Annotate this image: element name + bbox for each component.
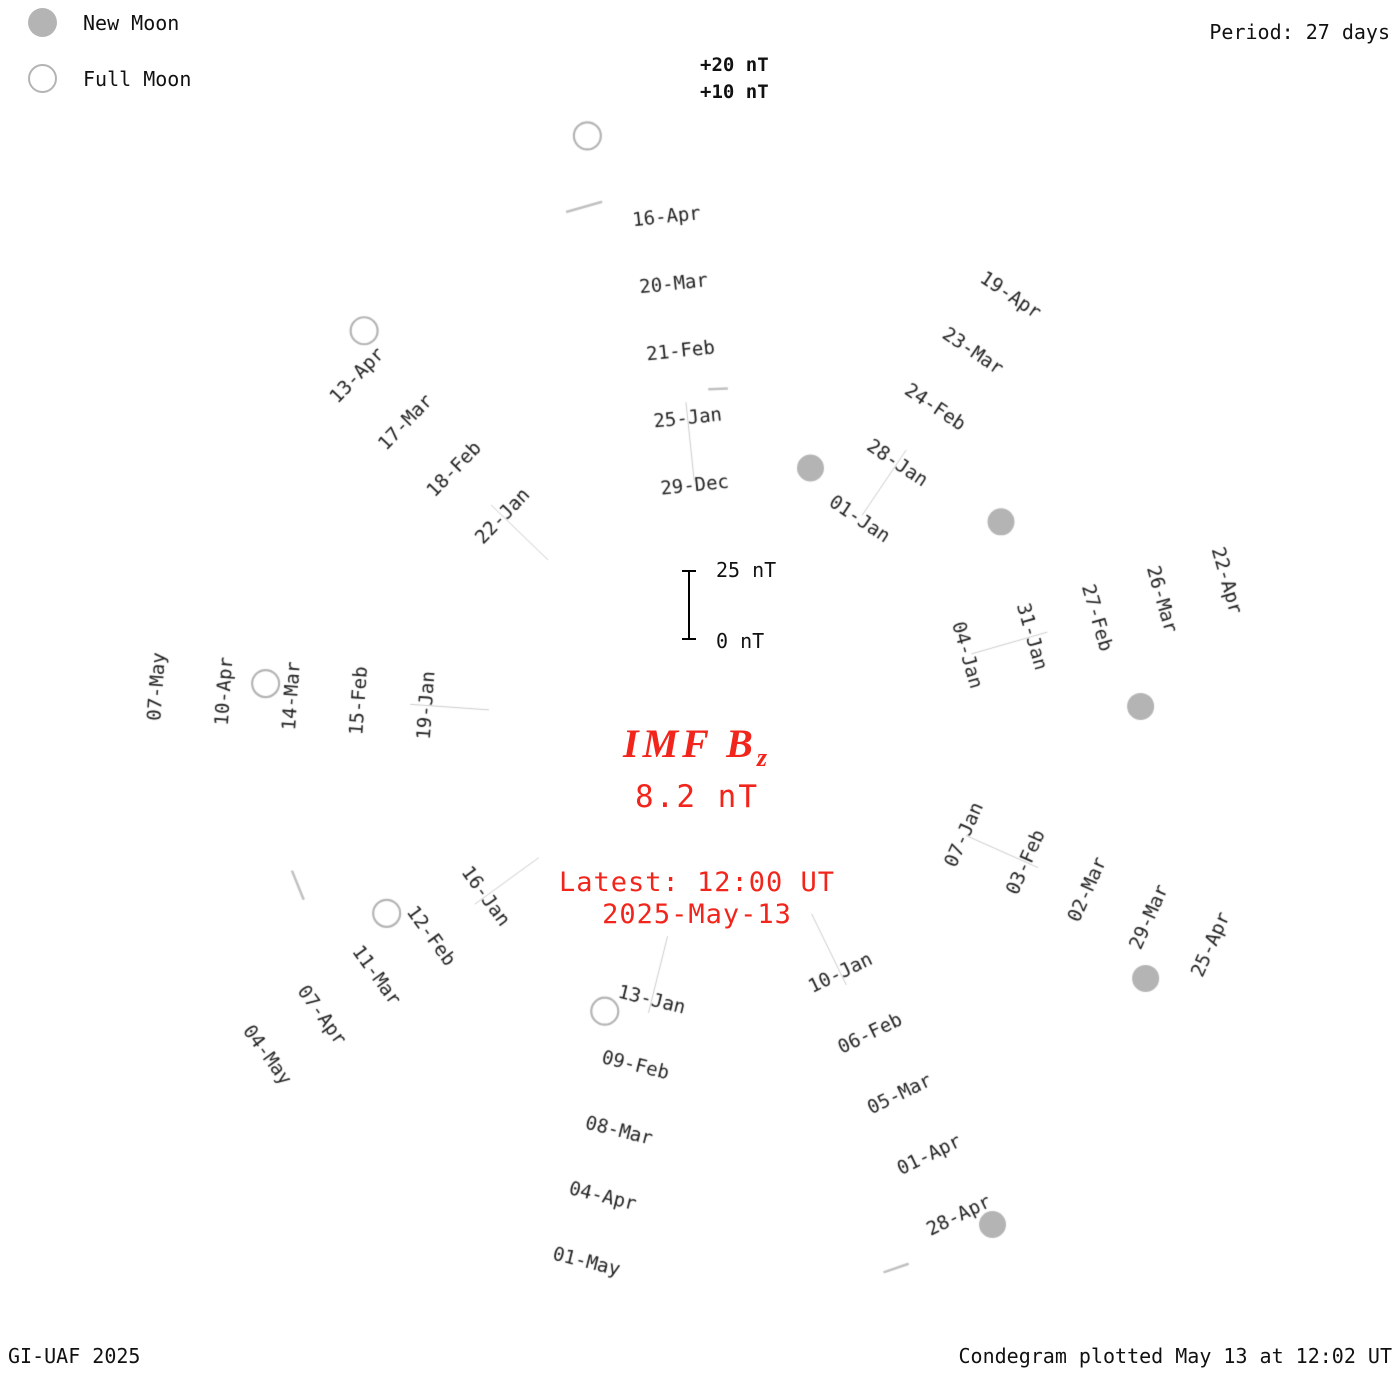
radial-axis-plus20-label: +20 nT (700, 54, 769, 76)
legend-item-full-moon: Full Moon (28, 64, 191, 93)
credit-label: GI-UAF 2025 (8, 1344, 141, 1368)
period-label: Period: 27 days (1209, 20, 1390, 44)
plot-title: IMF Bz (623, 721, 771, 772)
full-moon-label: Full Moon (83, 66, 192, 91)
radial-axis-plus10-label: +10 nT (700, 81, 769, 103)
center-annotation: IMF Bz 8.2 nT Latest: 12:00 UT 2025-May-… (497, 720, 897, 930)
legend-item-new-moon: New Moon (28, 8, 179, 37)
scale-bar-bottom-label: 0 nT (716, 629, 765, 653)
new-moon-label: New Moon (83, 10, 180, 35)
latest-value: 8.2 nT (635, 779, 759, 815)
new-moon-icon (28, 8, 57, 37)
latest-time-label: Latest: 12:00 UT (558, 867, 836, 898)
scale-bar-top-label: 25 nT (716, 558, 777, 582)
full-moon-icon (28, 64, 57, 93)
latest-date-label: 2025-May-13 (602, 899, 792, 930)
radial-scale-bar (682, 570, 696, 640)
plotted-at-label: Condegram plotted May 13 at 12:02 UT (958, 1344, 1392, 1368)
